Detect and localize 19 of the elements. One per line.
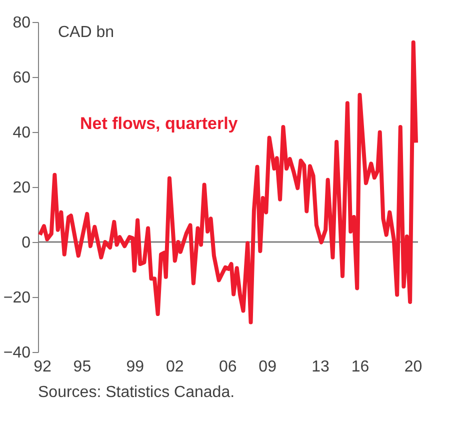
- series-label: Net flows, quarterly: [80, 114, 238, 133]
- x-tick-label: 02: [166, 358, 184, 376]
- y-axis-title: CAD bn: [58, 24, 114, 41]
- source-note: Sources: Statistics Canada.: [38, 384, 235, 401]
- x-tick-label: 09: [258, 358, 277, 376]
- y-tick-label: −40: [3, 344, 31, 362]
- x-tick-label: 95: [73, 358, 92, 376]
- x-tick-label: 13: [312, 358, 330, 376]
- x-tick-label: 92: [34, 358, 52, 376]
- y-tick-label: 0: [22, 234, 31, 252]
- x-tick-label: 06: [218, 358, 237, 376]
- x-tick-label: 99: [126, 358, 144, 376]
- y-tick-label: 40: [12, 124, 31, 142]
- y-tick-label: 80: [12, 14, 31, 32]
- y-tick-label: 60: [12, 70, 31, 86]
- x-tick-label: 16: [351, 358, 370, 376]
- y-tick-label: −20: [3, 290, 31, 306]
- x-tick-label: 20: [404, 358, 422, 376]
- y-tick-label: 20: [12, 180, 31, 196]
